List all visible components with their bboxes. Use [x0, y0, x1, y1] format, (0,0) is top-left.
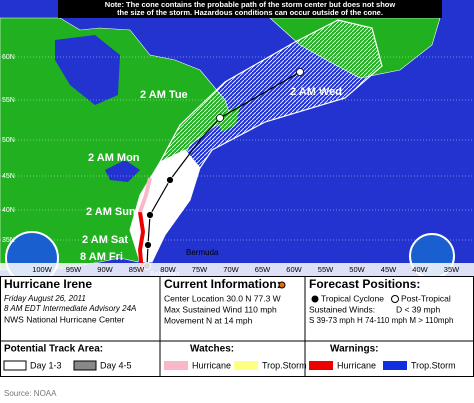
winds-d: D < 39 mph	[396, 304, 440, 314]
longitude-label: 35W	[444, 265, 460, 274]
latitude-label: 40N	[2, 207, 15, 214]
current-wind: Max Sustained Wind 110 mph	[164, 304, 277, 314]
track-label: 2 AM Mon	[88, 152, 140, 164]
longitude-label: 40W	[412, 265, 428, 274]
longitude-label: 70W	[223, 265, 239, 274]
storm-name: Hurricane Irene	[4, 277, 92, 291]
longitude-label: 90W	[97, 265, 113, 274]
warn-hurricane: Hurricane	[337, 360, 376, 370]
cone-day-4-5	[159, 19, 383, 169]
info-panel	[0, 276, 474, 377]
center: NWS National Hurricane Center	[4, 314, 125, 324]
tropical: Tropical Cyclone	[321, 293, 384, 303]
winds-scale: S 39-73 mph H 74-110 mph M > 110mph	[309, 316, 453, 325]
post-tropical: Post-Tropical	[401, 293, 451, 303]
track-label: 2 AM Sat	[82, 234, 128, 246]
warn-hurricane-swatch	[309, 361, 333, 370]
note-bar	[58, 0, 442, 18]
current-icon	[278, 281, 286, 289]
watches-heading: Watches:	[190, 344, 234, 355]
day45-swatch	[73, 360, 97, 371]
longitude-label: 45W	[381, 265, 397, 274]
current-movement: Movement N at 14 mph	[164, 315, 253, 325]
hurricane-watch	[138, 177, 152, 213]
post-icon	[391, 295, 399, 303]
latitude-label: 60N	[2, 54, 15, 61]
forecast-heading: Forecast Positions:	[309, 277, 420, 291]
track-label: 8 AM Fri	[80, 251, 123, 263]
longitude-label: 95W	[66, 265, 82, 274]
note-line: the size of the storm. Hazardous conditi…	[117, 8, 383, 17]
latitude-labels: 60N 55N 50N 45N 40N 35N	[2, 54, 15, 244]
longitude-label: 100W	[32, 265, 53, 274]
longitude-label: 55W	[318, 265, 334, 274]
warn-ts-swatch	[383, 361, 407, 370]
longitude-label: 85W	[129, 265, 145, 274]
longitude-labels: 100W 95W 90W 85W 80W 75W 70W 65W 60W 55W 50W 45W 40W…	[32, 265, 460, 274]
longitude-label: 60W	[286, 265, 302, 274]
longitude-label: 65W	[255, 265, 271, 274]
longitude-label: 75W	[192, 265, 208, 274]
storm-date: Friday August 26, 2011	[4, 294, 86, 303]
latitude-label: 45N	[2, 173, 15, 180]
hudson-bay	[55, 35, 120, 105]
current-heading: Current Information:	[164, 277, 281, 291]
latitude-label: 55N	[2, 97, 15, 104]
longitude-label: 50W	[349, 265, 365, 274]
current-location: Center Location 30.0 N 77.3 W	[164, 293, 281, 303]
source: Source: NOAA	[4, 389, 57, 398]
lon-band	[0, 263, 474, 276]
warnings-heading: Warnings:	[330, 344, 379, 355]
latitude-label: 50N	[2, 137, 15, 144]
day13-swatch	[3, 360, 27, 371]
latitude-label: 35N	[2, 237, 15, 244]
track-label: 2 AM Tue	[140, 89, 188, 101]
track-label: 2 AM Sun	[86, 206, 136, 218]
tropical-icon	[311, 295, 319, 303]
watch-ts: Trop.Storm	[262, 360, 307, 370]
cone-day-1-3	[129, 149, 201, 263]
great-lakes	[105, 160, 140, 182]
watch-hurricane-swatch	[164, 361, 188, 370]
hurricane-warning	[137, 211, 146, 273]
track-heading: Potential Track Area:	[4, 344, 103, 355]
track-label: 2 AM Wed	[290, 86, 342, 98]
day45-label: Day 4-5	[100, 360, 132, 370]
place-label: Bermuda	[186, 248, 219, 257]
day13-label: Day 1-3	[30, 360, 62, 370]
place-label: Bahamas	[150, 271, 180, 278]
watch-ts-swatch	[234, 361, 258, 370]
watch-hurricane: Hurricane	[192, 360, 231, 370]
warn-ts: Trop.Storm	[411, 360, 456, 370]
longitude-label: 80W	[160, 265, 176, 274]
note-line: Note: The cone contains the probable pat…	[105, 0, 396, 9]
winds-heading: Sustained Winds:	[309, 304, 375, 314]
advisory: 8 AM EDT Intermediate Advisory 24A	[4, 304, 136, 313]
